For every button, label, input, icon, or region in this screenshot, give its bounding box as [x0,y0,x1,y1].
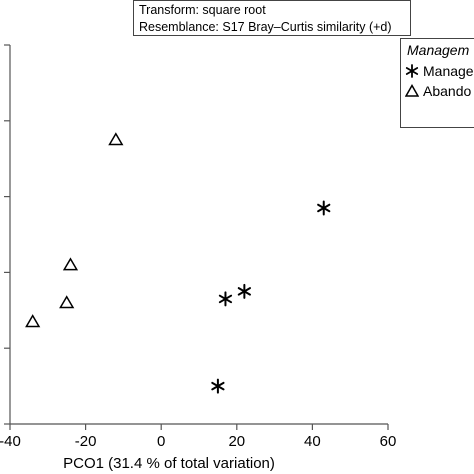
triangle-point [62,257,79,271]
axes [4,44,388,425]
triangle-icon [405,84,419,97]
legend-label-abando: Abando [423,83,472,99]
x-tick-label: -20 [75,433,97,450]
legend-item-abando: Abando [401,81,474,101]
asterisk-icon [405,64,419,78]
asterisk-point [237,283,251,299]
x-tick-label: 60 [380,433,397,450]
x-tick-label: -40 [0,433,21,450]
resemblance-text: Resemblance: S17 Bray–Curtis similarity … [139,20,392,34]
x-tick-label: 0 [157,433,165,450]
triangle-point [25,314,41,328]
x-axis-ticks: -40 -20 0 20 40 60 [0,424,396,450]
asterisk-point [211,378,225,394]
legend-label-manage: Manage [423,63,474,79]
legend-title: Managem [407,42,470,58]
asterisk-point [218,291,233,307]
transform-text: Transform: square root [139,3,266,17]
x-axis-label: PCO1 (31.4 % of total variation) [63,455,275,472]
legend: Managem Manage Abando [400,38,474,128]
data-points [25,132,331,394]
asterisk-point [317,200,331,216]
x-tick-label: 20 [228,433,245,450]
transform-info-box: Transform: square root Resemblance: S17 … [133,0,411,36]
triangle-point [59,295,75,309]
x-tick-label: 40 [304,433,321,450]
legend-item-manage: Manage [401,61,474,81]
triangle-point [108,132,124,146]
